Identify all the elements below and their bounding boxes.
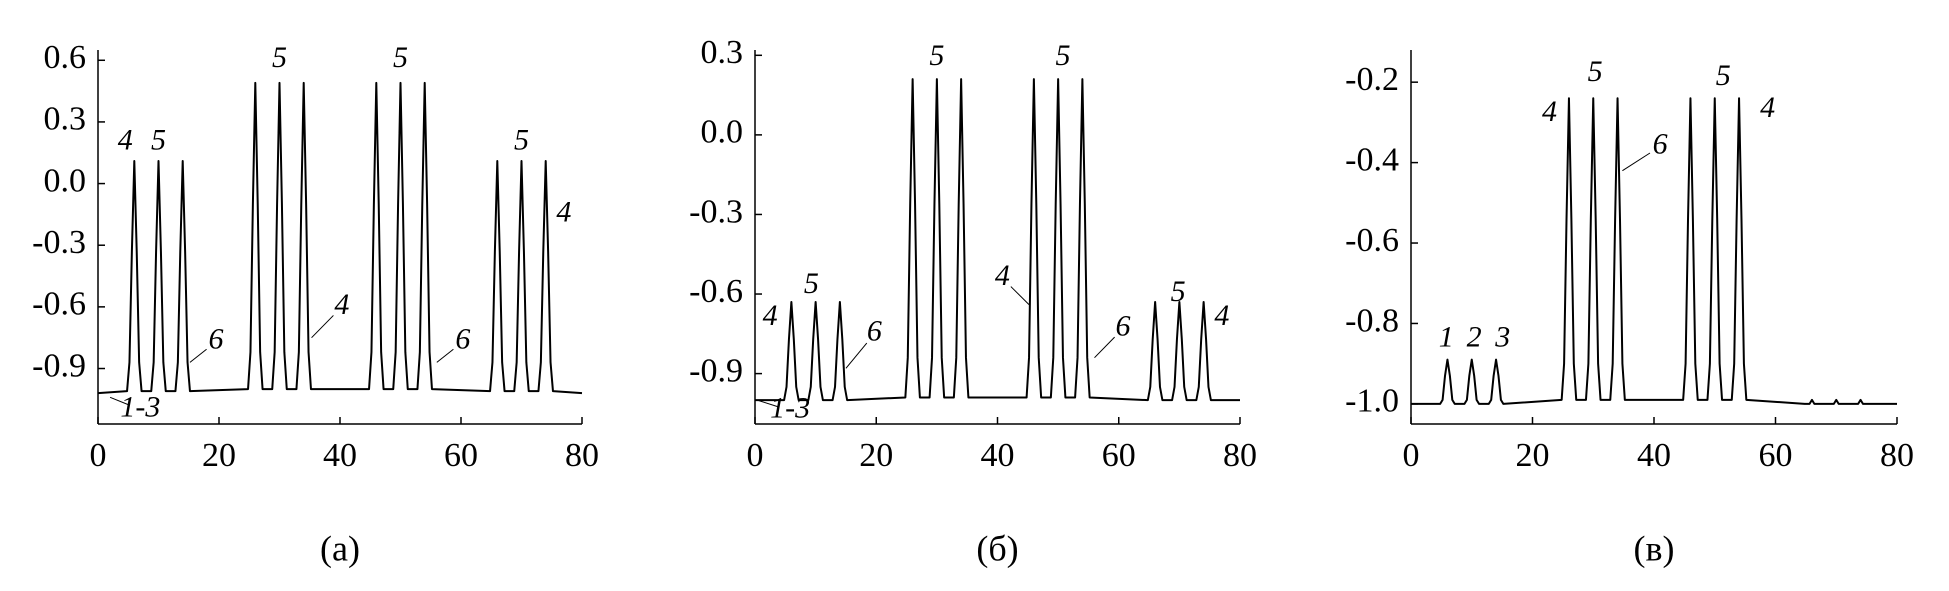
y-tick-label: 0.0 <box>44 162 87 199</box>
annotation: 1 <box>1439 320 1454 353</box>
annotation: 5 <box>272 41 287 74</box>
y-tick-label: 0.0 <box>701 114 744 151</box>
annotation: 4 <box>1542 95 1557 128</box>
y-tick-label: 0.3 <box>44 101 87 138</box>
x-tick-label: 60 <box>1102 437 1136 474</box>
y-tick-label: -0.4 <box>1345 141 1399 178</box>
leader-line <box>1622 152 1651 172</box>
x-tick-label: 60 <box>1759 437 1793 474</box>
y-tick-label: -0.6 <box>689 273 743 310</box>
leader-line <box>436 348 454 363</box>
leader-line <box>1094 336 1115 359</box>
series-line <box>97 81 583 395</box>
y-tick-label: -0.9 <box>32 347 86 384</box>
annotation: 2 <box>1467 320 1482 353</box>
annotation: 5 <box>514 123 529 156</box>
leader-line <box>1010 286 1030 305</box>
x-tick-label: 20 <box>1516 437 1550 474</box>
annotation: 5 <box>804 267 819 300</box>
x-tick-label: 80 <box>565 437 599 474</box>
annotation: 5 <box>929 39 944 72</box>
y-tick-label: -0.8 <box>1345 302 1399 339</box>
annotation: 6 <box>1653 127 1668 160</box>
annotation: 4 <box>1760 91 1775 124</box>
x-tick-label: 40 <box>981 437 1015 474</box>
series-line <box>755 78 1240 402</box>
leader-line <box>311 315 334 339</box>
x-tick-label: 60 <box>444 437 478 474</box>
annotation: 1-3 <box>120 391 160 424</box>
leader-line <box>845 342 868 369</box>
annotation: 4 <box>763 299 778 332</box>
annotation: 3 <box>1494 320 1510 353</box>
annotation: 5 <box>1171 275 1186 308</box>
annotation: 6 <box>1115 309 1130 342</box>
annotation: 6 <box>208 323 223 356</box>
x-tick-label: 0 <box>1403 437 1420 474</box>
y-tick-label: -1.0 <box>1345 383 1399 420</box>
x-tick-label: 40 <box>323 437 357 474</box>
panel-caption: (б) <box>976 528 1018 568</box>
y-tick-label: 0.6 <box>44 39 87 76</box>
y-tick-label: -0.3 <box>689 193 743 230</box>
x-tick-label: 0 <box>90 437 107 474</box>
x-tick-label: 0 <box>747 437 764 474</box>
panel-caption: (в) <box>1634 528 1675 568</box>
annotation: 4 <box>1214 299 1229 332</box>
annotation: 5 <box>393 41 408 74</box>
annotation: 5 <box>1716 59 1731 92</box>
leader-line <box>757 399 779 408</box>
panel-caption: (а) <box>320 528 360 568</box>
y-tick-label: -0.6 <box>1345 222 1399 259</box>
annotation: 5 <box>1588 55 1603 88</box>
annotation: 6 <box>867 315 882 348</box>
y-tick-label: -0.6 <box>32 286 86 323</box>
annotation: 4 <box>118 123 133 156</box>
x-tick-label: 80 <box>1880 437 1914 474</box>
annotation: 5 <box>1055 39 1070 72</box>
leader-line <box>189 348 207 363</box>
annotation: 4 <box>334 288 349 321</box>
annotation: 4 <box>995 259 1010 292</box>
y-tick-label: -0.3 <box>32 224 86 261</box>
y-tick-label: 0.3 <box>701 34 744 71</box>
annotation: 4 <box>556 195 571 228</box>
annotation: 5 <box>151 123 166 156</box>
x-tick-label: 20 <box>859 437 893 474</box>
y-tick-label: -0.2 <box>1345 61 1399 98</box>
x-tick-label: 40 <box>1637 437 1671 474</box>
annotation: 6 <box>455 323 470 356</box>
annotation: 1-3 <box>770 392 810 425</box>
x-tick-label: 80 <box>1223 437 1257 474</box>
y-tick-label: -0.9 <box>689 352 743 389</box>
series-line <box>1411 97 1897 405</box>
leader-line <box>109 396 130 406</box>
x-tick-label: 20 <box>202 437 236 474</box>
